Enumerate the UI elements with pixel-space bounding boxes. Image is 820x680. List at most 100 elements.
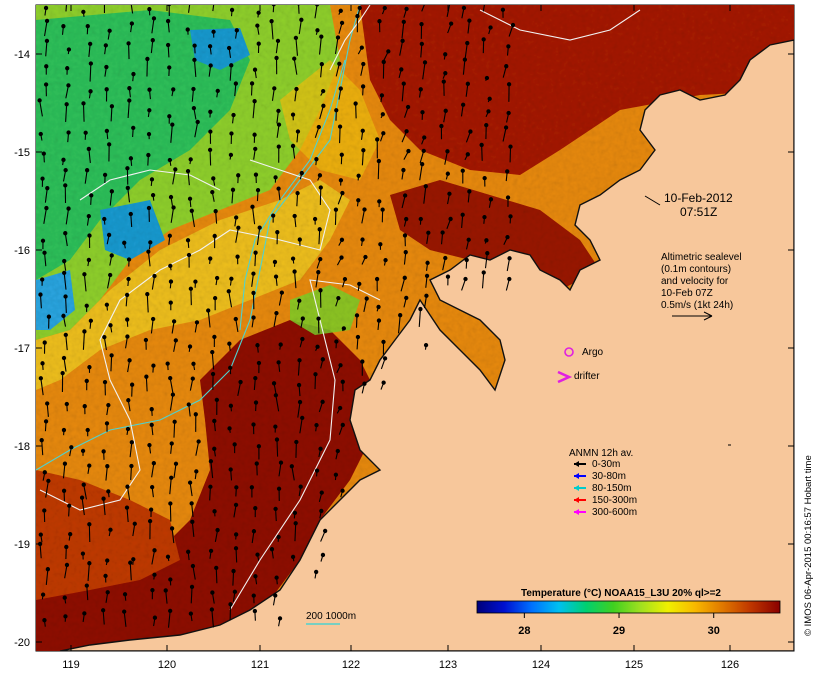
velocity-arrowhead [128, 211, 133, 217]
velocity-arrowhead [42, 618, 47, 623]
velocity-arrowhead [296, 382, 302, 388]
velocity-arrowhead [228, 365, 233, 370]
velocity-arrowhead [40, 238, 46, 243]
velocity-arrowhead [126, 257, 132, 262]
velocity-arrow [130, 5, 134, 14]
velocity-arrowhead [251, 290, 256, 296]
velocity-arrow [334, 209, 337, 225]
velocity-arrowhead [404, 6, 409, 12]
velocity-arrowhead [88, 89, 93, 94]
velocity-arrowhead [278, 342, 283, 347]
velocity-arrowhead [275, 230, 280, 235]
velocity-arrowhead [418, 306, 423, 312]
velocity-arrow [482, 5, 485, 12]
velocity-arrow [235, 227, 239, 243]
velocity-arrow [65, 5, 68, 12]
velocity-arrow [228, 291, 233, 308]
velocity-arrowhead [340, 379, 345, 384]
velocity-arrowhead [38, 292, 43, 297]
velocity-arrowhead [167, 5, 172, 7]
velocity-arrowhead [505, 195, 511, 200]
velocity-arrow [191, 210, 196, 228]
velocity-arrowhead [233, 316, 238, 322]
velocity-arrowhead [236, 225, 241, 230]
velocity-arrowhead [251, 529, 257, 534]
velocity-arrowhead [467, 189, 472, 194]
velocity-arrowhead [357, 281, 362, 287]
velocity-arrowhead [274, 437, 280, 442]
velocity-arrowhead [269, 19, 274, 24]
isobath-200m [36, 5, 361, 471]
velocity-arrowhead [381, 380, 386, 385]
velocity-arrowhead [300, 415, 305, 421]
velocity-arrowhead [105, 464, 110, 469]
velocity-arrowhead [422, 60, 428, 65]
velocity-arrowhead [84, 583, 89, 588]
velocity-arrowhead [209, 607, 215, 612]
velocity-arrow [318, 229, 321, 245]
velocity-arrowhead [448, 216, 453, 222]
velocity-arrowhead [426, 230, 431, 235]
velocity-arrow [130, 465, 132, 481]
temperature-colorbar: Temperature (°C) NOAA15_L3U 20% ql>=2 28… [476, 588, 781, 637]
velocity-arrowhead [252, 132, 257, 137]
velocity-arrowhead [42, 508, 47, 513]
velocity-arrow [44, 20, 48, 37]
velocity-arrowhead [236, 173, 241, 178]
velocity-arrow [173, 421, 176, 438]
drifter-label: drifter [574, 371, 600, 382]
velocity-arrowhead [147, 108, 152, 113]
velocity-arrowhead [252, 99, 257, 104]
velocity-arrowhead [213, 209, 218, 214]
velocity-arrowhead [210, 189, 215, 195]
velocity-arrowhead [193, 412, 198, 417]
velocity-arrow [126, 486, 131, 501]
velocity-arrowhead [214, 397, 220, 403]
velocity-arrowhead [43, 5, 49, 11]
velocity-arrowhead [169, 526, 175, 531]
velocity-arrowhead [37, 98, 42, 103]
warm-water-south [36, 320, 380, 651]
velocity-arrowhead [290, 143, 296, 149]
velocity-arrow [422, 62, 426, 80]
velocity-arrowhead [357, 5, 362, 11]
velocity-arrowhead [108, 323, 113, 328]
colorbar-tick-label: 30 [708, 625, 720, 637]
velocity-arrowhead [168, 577, 173, 582]
velocity-arrowhead [44, 38, 50, 44]
velocity-arrowhead [361, 148, 366, 153]
velocity-arrowhead [152, 615, 158, 620]
velocity-arrow [502, 127, 507, 142]
drifter-marker-icon [557, 370, 573, 384]
velocity-arrow [170, 124, 173, 143]
velocity-arrowhead [337, 124, 343, 129]
velocity-arrowhead [127, 86, 132, 91]
velocity-arrow [151, 550, 156, 565]
velocity-arrowhead [319, 508, 324, 514]
velocity-arrowhead [235, 254, 240, 259]
velocity-arrowhead [419, 21, 424, 27]
velocity-arrowhead [400, 38, 405, 43]
velocity-arrowhead [420, 110, 425, 115]
velocity-arrowhead [87, 522, 92, 527]
velocity-arrowhead [299, 17, 304, 22]
velocity-arrowhead [255, 23, 260, 28]
velocity-arrowhead [443, 52, 448, 57]
velocity-arrowhead [44, 64, 49, 69]
anmn-legend-title: ANMN 12h av. [569, 448, 633, 459]
velocity-arrowhead [152, 572, 157, 577]
velocity-arrow [187, 171, 190, 186]
velocity-arrowhead [147, 6, 152, 12]
anmn-legend-label: 0-30m [592, 459, 620, 470]
velocity-arrowhead [445, 149, 450, 154]
velocity-arrow [39, 100, 43, 117]
velocity-arrowhead [63, 167, 68, 173]
velocity-arrowhead [482, 175, 487, 181]
velocity-arrowhead [375, 137, 380, 142]
velocity-arrow [39, 294, 42, 309]
velocity-arrow [397, 315, 401, 334]
velocity-arrowhead [276, 534, 281, 540]
velocity-arrow [461, 214, 464, 228]
velocity-arrowhead [404, 295, 409, 301]
velocity-arrowhead [269, 547, 275, 552]
